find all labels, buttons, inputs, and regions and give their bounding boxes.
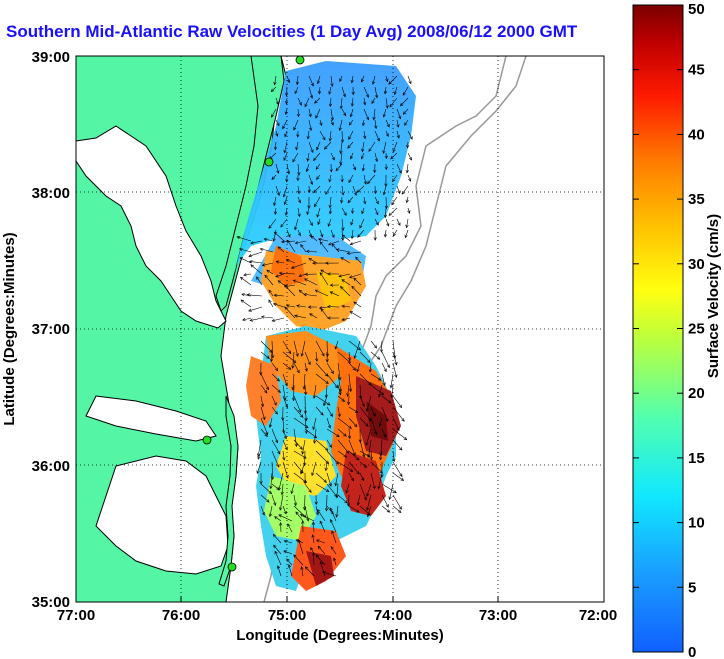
y-tick-label: 39:00 [32,49,70,66]
y-tick-label: 38:00 [32,185,70,202]
radar-station-marker [227,562,237,572]
radar-station-marker [264,157,274,167]
colorbar-tick-label: 40 [688,126,705,143]
x-tick-label: 73:00 [479,607,517,624]
x-tick-label: 75:00 [268,607,306,624]
x-tick-label: 74:00 [374,607,412,624]
velocity-arrow [240,299,252,308]
chart-title: Southern Mid-Atlantic Raw Velocities (1 … [6,22,578,41]
colorbar-tick-label: 20 [688,385,705,402]
colorbar-tick-label: 50 [688,1,705,18]
map-canvas [76,56,604,602]
velocity-arrow [240,277,252,286]
colorbar-tick-label: 30 [688,256,705,273]
velocity-arrow [388,207,398,216]
colorbar-tick-label: 10 [688,515,705,532]
colorbar-tick-label: 15 [688,450,705,467]
x-tick-label: 76:00 [162,607,200,624]
radar-station-marker [202,435,212,445]
colorbar-ticks: 0 5 10 15 20 25 30 35 40 45 50 [633,1,705,659]
radar-station-marker [295,56,305,65]
colorbar-tick-label: 5 [688,579,696,596]
y-tick-label: 35:00 [32,594,70,611]
colorbar-tick-label: 45 [688,62,705,79]
y-tick-label: 36:00 [32,458,70,475]
velocity-arrow [392,505,402,513]
colorbar-label: Surface Velocity (cm/s) [705,214,722,378]
map-plot-area[interactable] [76,56,604,602]
velocity-arrow [349,311,362,319]
colorbar-tick-label: 35 [688,191,705,208]
x-tick-label: 77:00 [57,607,95,624]
y-tick-label: 37:00 [32,321,70,338]
x-axis-label: Longitude (Degrees:Minutes) [236,627,444,644]
colorbar-gradient [632,4,684,653]
colorbar-tick-label: 0 [688,644,696,659]
x-tick-label: 72:00 [579,607,617,624]
velocity-arrow [401,185,409,195]
colorbar-tick-label: 25 [688,321,705,338]
y-axis-label: Latitude (Degrees:Minutes) [1,232,18,425]
velocity-arrow [239,257,252,264]
